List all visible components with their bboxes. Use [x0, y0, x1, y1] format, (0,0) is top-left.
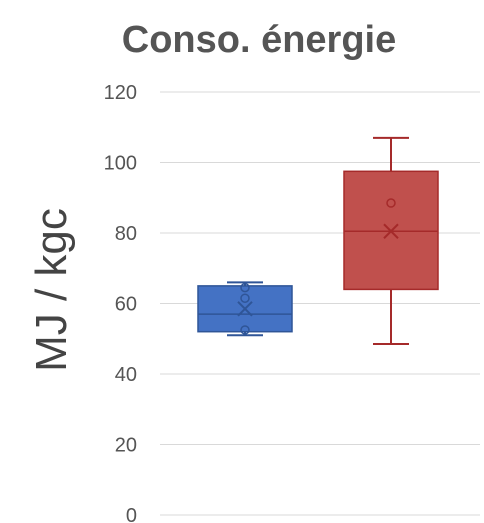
data-point: [240, 282, 250, 293]
y-tick-label: 100: [104, 153, 137, 175]
box-series-1: [197, 281, 293, 337]
boxes: [197, 136, 439, 346]
data-point: [386, 198, 396, 208]
box-series-2: [343, 136, 439, 346]
y-tick-label: 0: [126, 505, 137, 523]
y-tick-label: 20: [115, 435, 137, 457]
y-tick-label: 120: [104, 82, 137, 104]
y-tick-label: 40: [115, 364, 137, 386]
mean-marker: [237, 301, 253, 317]
y-axis-label: MJ / kgc: [27, 208, 76, 372]
data-point: [240, 325, 250, 335]
chart-title: Conso. énergie: [122, 19, 397, 61]
y-tick-label: 80: [115, 223, 137, 245]
y-axis-ticks: 0 20 40 60 80 100 120: [104, 82, 137, 523]
mean-marker: [383, 223, 399, 239]
iqr-box: [343, 170, 439, 291]
data-point: [240, 293, 250, 303]
y-tick-label: 60: [115, 294, 137, 316]
